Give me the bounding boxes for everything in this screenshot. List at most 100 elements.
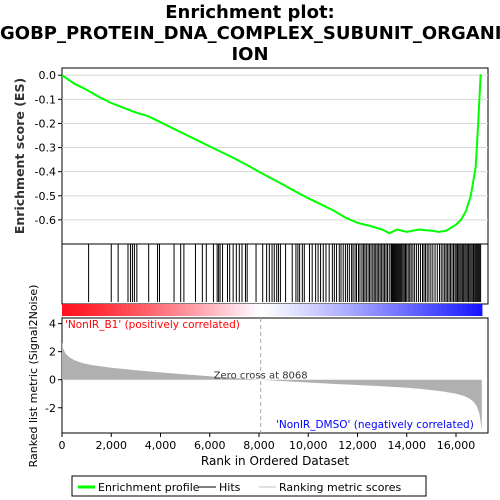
rank-color-cell (417, 304, 424, 316)
rank-color-cell (432, 304, 438, 316)
rank-color-cell (195, 304, 201, 316)
hits-barcode (88, 244, 482, 302)
rank-color-cell (259, 304, 266, 316)
xtick-label: 4,000 (145, 439, 177, 452)
rank-color-cell (175, 304, 182, 316)
rank-color-cell (447, 304, 453, 316)
rank-color-cell (170, 304, 177, 316)
rank-color-cell (452, 304, 458, 316)
rank-color-cell (467, 304, 473, 316)
rank-color-cell (224, 304, 231, 316)
metric-ytick-label: 0 (49, 374, 56, 387)
rank-color-cell (378, 304, 384, 316)
rank-color-cell (205, 304, 211, 316)
rank-color-cell (294, 304, 300, 316)
rank-color-bar (62, 304, 483, 316)
rank-color-cell (308, 304, 315, 316)
rank-color-cell (402, 304, 409, 316)
rank-color-cell (348, 304, 355, 316)
rank-color-cell (304, 304, 310, 316)
rank-color-cell (76, 304, 83, 316)
es-y-ticks: 0.0 -0.1 -0.2 -0.3 -0.4 -0.5 -0.6 (35, 69, 62, 227)
rank-color-cell (62, 304, 68, 316)
positive-correlation-label: 'NonIR_B1' (positively correlated) (65, 319, 240, 331)
rank-color-cell (126, 304, 132, 316)
xtick-label: 10,000 (289, 439, 328, 452)
es-y-axis-label: Enrichment score (ES) (12, 78, 27, 234)
rank-color-cell (71, 304, 78, 316)
rank-color-cell (437, 304, 443, 316)
rank-color-cell (155, 304, 162, 316)
rank-color-cell (442, 304, 448, 316)
rank-color-cell (136, 304, 142, 316)
rank-color-cell (200, 304, 206, 316)
rank-color-cell (249, 304, 256, 316)
legend-box (71, 475, 427, 497)
rank-color-cell (244, 304, 251, 316)
rank-color-cell (81, 304, 88, 316)
legend-label-ranking: Ranking metric scores (279, 481, 401, 494)
rank-color-cell (289, 304, 295, 316)
metric-y-ticks: 4 2 0 -2 (45, 318, 62, 415)
rank-color-cell (476, 304, 483, 316)
rank-color-cell (101, 304, 108, 316)
title-line-2: GOBP_PROTEIN_DNA_COMPLEX_SUBUNIT_ORGANIZ… (0, 23, 500, 44)
rank-color-cell (121, 304, 127, 316)
metric-ytick-label: 2 (49, 346, 56, 359)
x-axis-label: Rank in Ordered Dataset (201, 454, 349, 468)
rank-color-cell (462, 304, 468, 316)
rank-color-cell (141, 304, 147, 316)
rank-color-cell (427, 304, 434, 316)
rank-color-cell (407, 304, 414, 316)
rank-color-cell (220, 304, 226, 316)
xtick-label: 2,000 (95, 439, 127, 452)
xtick-label: 14,000 (387, 439, 426, 452)
title-line-1: Enrichment plot: (165, 2, 335, 23)
rank-color-cell (313, 304, 320, 316)
enrichment-profile-line (61, 74, 482, 235)
rank-color-cell (239, 304, 246, 316)
rank-color-cell (358, 304, 364, 316)
rank-color-cell (96, 304, 103, 316)
metric-ytick-label: -2 (45, 402, 56, 415)
rank-color-cell (106, 304, 112, 316)
es-ytick-label: 0.0 (39, 69, 57, 82)
rank-color-cell (387, 304, 394, 316)
legend-label-enrichment: Enrichment profile (98, 481, 200, 494)
rank-color-cell (91, 304, 98, 316)
rank-color-cell (111, 304, 117, 316)
rank-color-cell (333, 304, 340, 316)
xtick-label: 12,000 (338, 439, 377, 452)
rank-color-cell (180, 304, 187, 316)
rank-color-cell (274, 304, 280, 316)
rank-color-cell (279, 304, 285, 316)
xtick-label: 0 (59, 439, 66, 452)
rank-color-cell (299, 304, 305, 316)
es-ytick-label: -0.2 (35, 117, 56, 130)
rank-color-cell (215, 304, 221, 316)
rank-color-cell (131, 304, 137, 316)
rank-color-cell (471, 304, 478, 316)
rank-color-cell (328, 304, 335, 316)
rank-color-cell (234, 304, 241, 316)
rank-color-cell (412, 304, 419, 316)
rank-color-cell (318, 304, 325, 316)
rank-color-cell (160, 304, 167, 316)
rank-color-cell (150, 304, 157, 316)
rank-color-cell (190, 304, 196, 316)
metric-y-axis-label: Ranked list metric (Signal2Noise) (27, 285, 40, 468)
rank-color-cell (383, 304, 389, 316)
es-ytick-label: -0.1 (35, 93, 56, 106)
rank-color-cell (165, 304, 172, 316)
ranking-metric-area (62, 341, 482, 431)
rank-color-cell (185, 304, 192, 316)
title-line-3: ION (231, 44, 269, 65)
chart-title: Enrichment plot: GOBP_PROTEIN_DNA_COMPLE… (0, 2, 500, 65)
metric-ytick-label: 4 (49, 318, 56, 331)
rank-color-cell (338, 304, 345, 316)
rank-color-cell (392, 304, 399, 316)
legend-label-hits: Hits (219, 481, 241, 494)
rank-color-cell (363, 304, 369, 316)
